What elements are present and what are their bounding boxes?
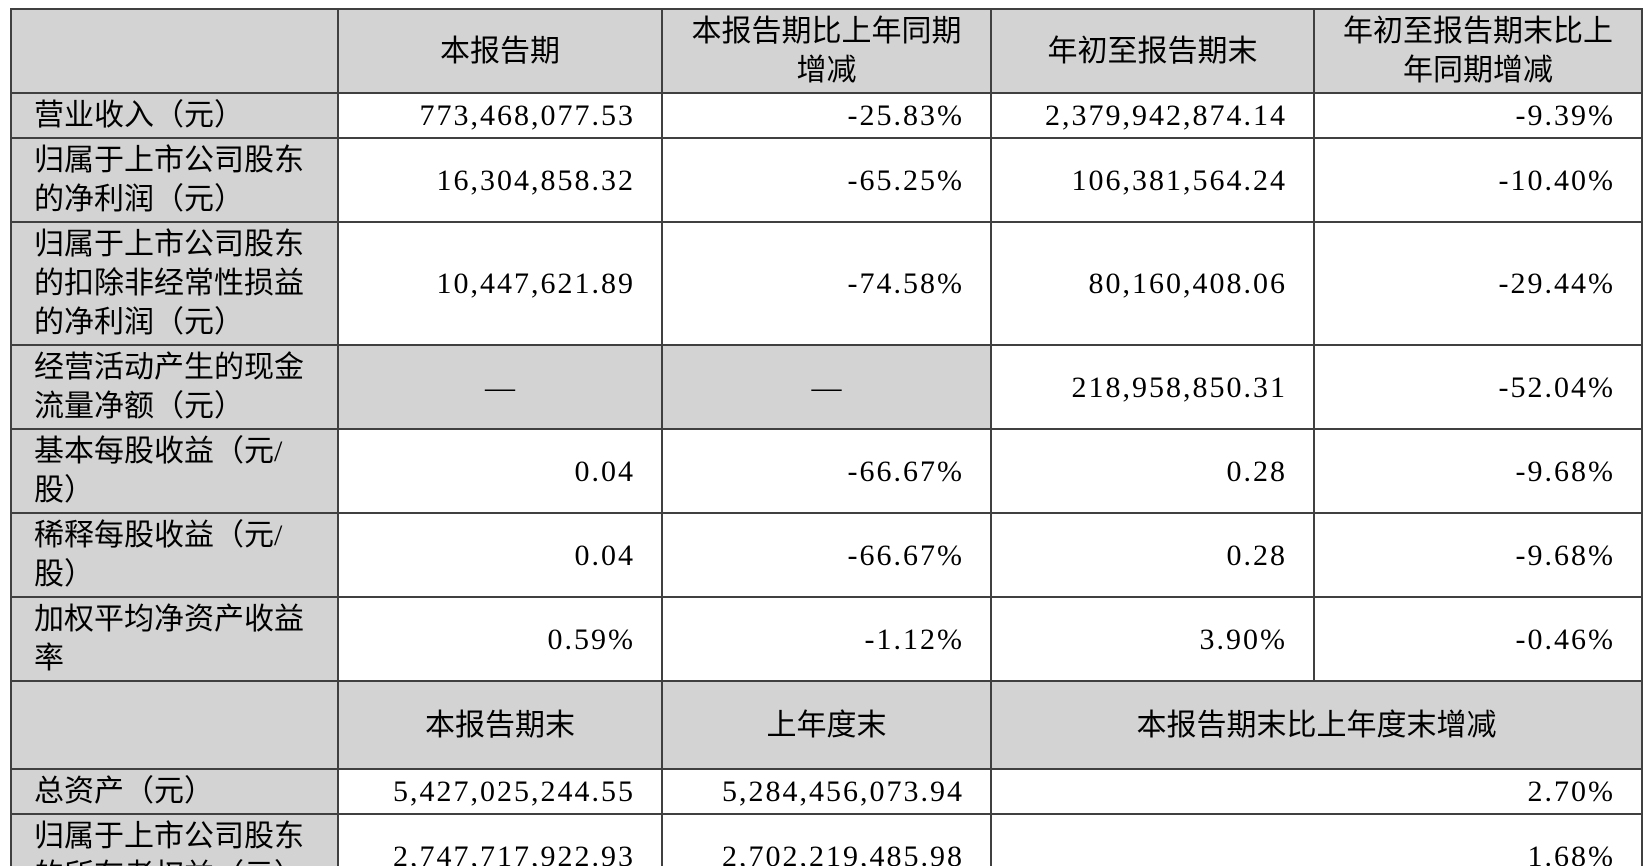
header-blank-cell [10,8,339,94]
cell-change: 1.68% [990,813,1643,866]
header-end-of-period: 本报告期末 [337,680,663,770]
cell-current-change: -1.12% [661,596,992,682]
cell-ytd: 218,958,850.31 [990,344,1315,430]
header-ytd-yoy-change: 年初至报告期末比上 年同期增减 [1313,8,1643,94]
cell-ytd-change: -0.46% [1313,596,1643,682]
cell-current-change: -65.25% [661,137,992,223]
header-blank-cell [10,680,339,770]
row-label: 总资产（元） [10,768,339,815]
row-basic-eps: 基本每股收益（元/ 股） 0.04 -66.67% 0.28 -9.68% [10,428,1643,514]
row-diluted-eps: 稀释每股收益（元/ 股） 0.04 -66.67% 0.28 -9.68% [10,512,1643,598]
row-weighted-avg-roe: 加权平均净资产收益 率 0.59% -1.12% 3.90% -0.46% [10,596,1643,682]
row-label: 归属于上市公司股东 的净利润（元） [10,137,339,223]
cell-change: 2.70% [990,768,1643,815]
row-label: 基本每股收益（元/ 股） [10,428,339,514]
header-change-vs-prev-year-end: 本报告期末比上年度末增减 [990,680,1643,770]
header-ytd: 年初至报告期末 [990,8,1315,94]
row-label: 归属于上市公司股东 的扣除非经常性损益 的净利润（元） [10,221,339,346]
cell-current-change: -66.67% [661,512,992,598]
cell-current-change: -25.83% [661,92,992,139]
cell-end-of-prev-year: 2,702,219,485.98 [661,813,992,866]
cell-ytd: 0.28 [990,428,1315,514]
cell-ytd-change: -52.04% [1313,344,1643,430]
row-label: 营业收入（元） [10,92,339,139]
header-row-period: 本报告期 本报告期比上年同期 增减 年初至报告期末 年初至报告期末比上 年同期增… [10,8,1643,94]
row-net-profit-attributable: 归属于上市公司股东 的净利润（元） 16,304,858.32 -65.25% … [10,137,1643,223]
cell-ytd: 2,379,942,874.14 [990,92,1315,139]
cell-ytd: 80,160,408.06 [990,221,1315,346]
row-total-assets: 总资产（元） 5,427,025,244.55 5,284,456,073.94… [10,768,1643,815]
cell-current-change-dash: — [661,344,992,430]
cell-ytd-change: -9.68% [1313,512,1643,598]
cell-end-of-period: 2,747,717,922.93 [337,813,663,866]
cell-current: 773,468,077.53 [337,92,663,139]
row-net-profit-excl-nonrecurring: 归属于上市公司股东 的扣除非经常性损益 的净利润（元） 10,447,621.8… [10,221,1643,346]
cell-current-dash: — [337,344,663,430]
cell-ytd: 106,381,564.24 [990,137,1315,223]
cell-current: 0.04 [337,512,663,598]
cell-ytd-change: -29.44% [1313,221,1643,346]
cell-current: 16,304,858.32 [337,137,663,223]
cell-ytd-change: -9.39% [1313,92,1643,139]
cell-ytd-change: -10.40% [1313,137,1643,223]
cell-current-change: -66.67% [661,428,992,514]
header-end-of-prev-year: 上年度末 [661,680,992,770]
header-current-period: 本报告期 [337,8,663,94]
row-label: 稀释每股收益（元/ 股） [10,512,339,598]
cell-end-of-period: 5,427,025,244.55 [337,768,663,815]
row-label: 归属于上市公司股东 的所有者权益（元） [10,813,339,866]
row-operating-revenue: 营业收入（元） 773,468,077.53 -25.83% 2,379,942… [10,92,1643,139]
cell-current: 0.59% [337,596,663,682]
cell-current-change: -74.58% [661,221,992,346]
header-row-balance: 本报告期末 上年度末 本报告期末比上年度末增减 [10,680,1643,770]
header-current-period-yoy-change: 本报告期比上年同期 增减 [661,8,992,94]
cell-ytd-change: -9.68% [1313,428,1643,514]
financial-summary-table: 本报告期 本报告期比上年同期 增减 年初至报告期末 年初至报告期末比上 年同期增… [10,8,1643,866]
row-label: 经营活动产生的现金 流量净额（元） [10,344,339,430]
row-equity-attributable: 归属于上市公司股东 的所有者权益（元） 2,747,717,922.93 2,7… [10,813,1643,866]
cell-ytd: 0.28 [990,512,1315,598]
cell-end-of-prev-year: 5,284,456,073.94 [661,768,992,815]
cell-current: 10,447,621.89 [337,221,663,346]
row-label: 加权平均净资产收益 率 [10,596,339,682]
cell-current: 0.04 [337,428,663,514]
cell-ytd: 3.90% [990,596,1315,682]
row-operating-cash-flow: 经营活动产生的现金 流量净额（元） — — 218,958,850.31 -52… [10,344,1643,430]
